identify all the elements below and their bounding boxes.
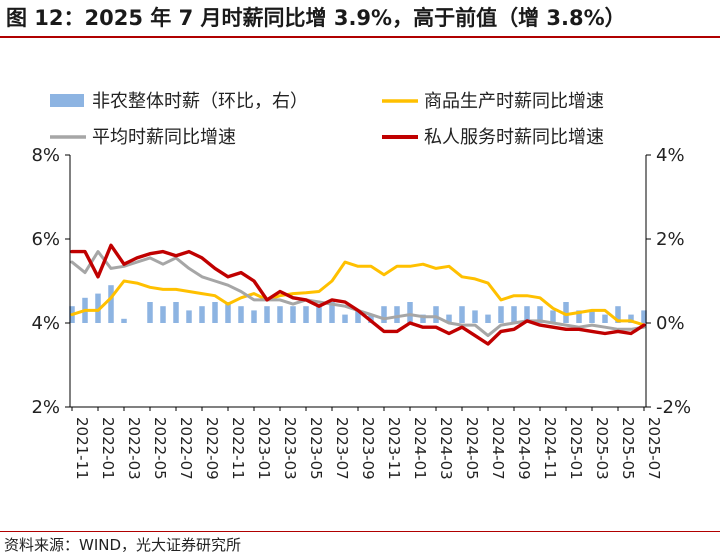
y-tick-label-right: 4% bbox=[656, 145, 685, 166]
x-tick-label: 2023-01 bbox=[255, 417, 273, 480]
x-tick-label: 2022-01 bbox=[99, 417, 117, 480]
y-tick-label-left: 8% bbox=[31, 145, 60, 166]
x-tick-label: 2024-01 bbox=[411, 417, 429, 480]
bar-series bbox=[69, 285, 647, 323]
x-tick-label: 2024-11 bbox=[541, 417, 559, 480]
bar bbox=[615, 306, 621, 323]
x-tick-label: 2021-11 bbox=[73, 417, 91, 480]
title-rule bbox=[0, 36, 720, 38]
legend-swatch-bar bbox=[50, 94, 84, 107]
bar bbox=[641, 310, 647, 323]
bar bbox=[160, 306, 166, 323]
x-tick-label: 2024-07 bbox=[489, 417, 507, 480]
legend-label: 商品生产时薪同比增速 bbox=[424, 91, 604, 112]
bar bbox=[355, 310, 361, 323]
bar bbox=[446, 314, 452, 323]
bar bbox=[394, 306, 400, 323]
bar bbox=[498, 306, 504, 323]
bar bbox=[238, 306, 244, 323]
bar bbox=[589, 310, 595, 323]
bar bbox=[459, 306, 465, 323]
x-tick-label: 2025-07 bbox=[645, 417, 663, 480]
bar bbox=[537, 306, 543, 323]
bar bbox=[212, 302, 218, 323]
bar bbox=[108, 285, 114, 323]
bar bbox=[433, 306, 439, 323]
bar bbox=[251, 310, 257, 323]
x-tick-label: 2022-05 bbox=[151, 417, 169, 480]
bar bbox=[290, 306, 296, 323]
line-series bbox=[70, 243, 646, 346]
figure-title: 图 12：2025 年 7 月时薪同比增 3.9%，高于前值（增 3.8%） bbox=[6, 6, 626, 30]
x-tick-label: 2023-11 bbox=[385, 417, 403, 480]
bar bbox=[173, 302, 179, 323]
x-tick-label: 2023-05 bbox=[307, 417, 325, 480]
x-tick-label: 2025-05 bbox=[619, 417, 637, 480]
x-tick-label: 2024-05 bbox=[463, 417, 481, 480]
bar bbox=[225, 302, 231, 323]
bar bbox=[342, 314, 348, 323]
bar bbox=[511, 306, 517, 323]
x-tick-label: 2024-03 bbox=[437, 417, 455, 480]
legend-label: 非农整体时薪（环比，右） bbox=[92, 91, 308, 112]
bar bbox=[121, 318, 127, 323]
bar bbox=[550, 310, 556, 323]
bar bbox=[264, 306, 270, 323]
source-note: 资料来源：WIND，光大证券研究所 bbox=[4, 536, 242, 554]
bar bbox=[199, 306, 205, 323]
bar bbox=[329, 302, 335, 323]
x-tick-label: 2025-03 bbox=[593, 417, 611, 480]
bar bbox=[628, 314, 634, 323]
x-tick-label: 2023-03 bbox=[281, 417, 299, 480]
x-tick-label: 2022-09 bbox=[203, 417, 221, 480]
bar bbox=[381, 306, 387, 323]
y-tick-label-left: 6% bbox=[31, 229, 60, 250]
y-tick-label-right: 2% bbox=[656, 229, 685, 250]
x-tick-label: 2023-07 bbox=[333, 417, 351, 480]
bar bbox=[576, 310, 582, 323]
legend-label: 私人服务时薪同比增速 bbox=[424, 127, 604, 148]
x-tick-label: 2022-07 bbox=[177, 417, 195, 480]
bar bbox=[420, 314, 426, 323]
bar bbox=[472, 310, 478, 323]
bar bbox=[316, 306, 322, 323]
bar bbox=[277, 306, 283, 323]
y-tick-label-left: 4% bbox=[31, 313, 60, 334]
y-tick-label-right: 0% bbox=[656, 313, 685, 334]
bar bbox=[95, 293, 101, 323]
y-tick-label-right: -2% bbox=[656, 397, 691, 418]
x-tick-label: 2024-09 bbox=[515, 417, 533, 480]
bar bbox=[602, 314, 608, 323]
source-rule bbox=[0, 531, 720, 532]
x-tick-label: 2022-11 bbox=[229, 417, 247, 480]
bar bbox=[186, 310, 192, 323]
x-tick-label: 2025-01 bbox=[567, 417, 585, 480]
y-tick-label-left: 2% bbox=[31, 397, 60, 418]
x-tick-label: 2023-09 bbox=[359, 417, 377, 480]
bar bbox=[407, 302, 413, 323]
axes: 2% 4% 6% 8% -2% 0% 2% 4% 2021-11 2022-01 2022-03 20… bbox=[31, 145, 691, 480]
bar bbox=[303, 306, 309, 323]
bar bbox=[485, 314, 491, 323]
series-line-goods bbox=[70, 260, 646, 327]
series-line-private bbox=[70, 243, 646, 346]
legend-label: 平均时薪同比增速 bbox=[92, 127, 236, 148]
bar bbox=[563, 302, 569, 323]
x-tick-label: 2022-03 bbox=[125, 417, 143, 480]
bar bbox=[147, 302, 153, 323]
bar bbox=[524, 306, 530, 323]
